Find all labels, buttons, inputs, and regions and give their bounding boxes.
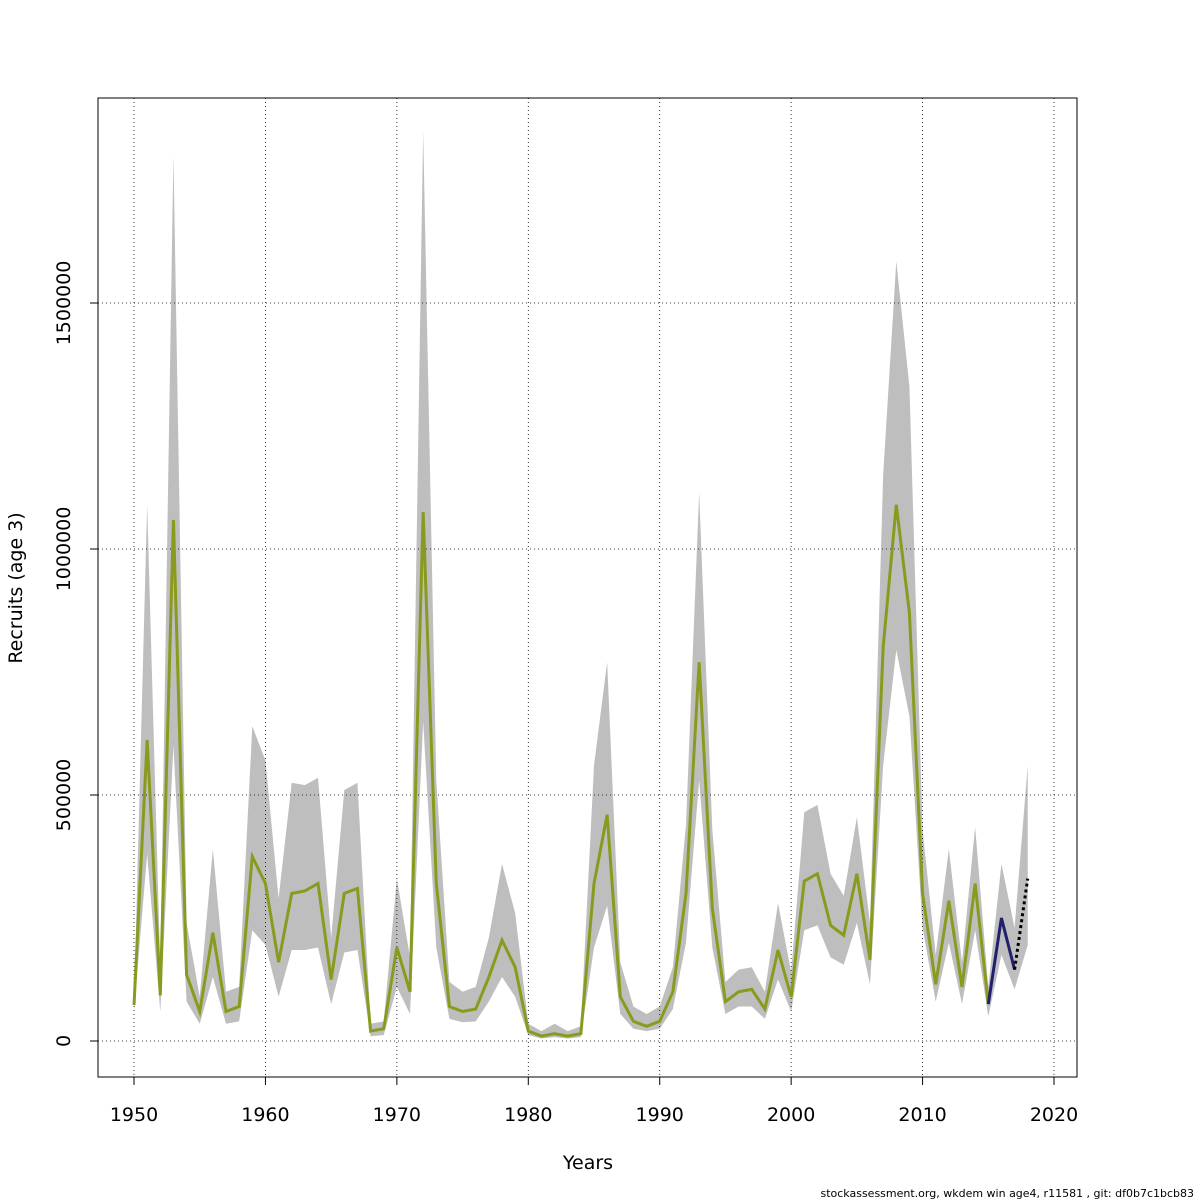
y-tick-label: 1000000 [53, 507, 75, 592]
x-tick-label: 1990 [636, 1104, 684, 1126]
series-line [986, 917, 1017, 1005]
footer: stockassessment.org, wkdem win age4, r11… [820, 1187, 1194, 1200]
x-tick-label: 2020 [1030, 1104, 1078, 1126]
y-tick-label: 1500000 [53, 261, 75, 346]
y-tick-label: 500000 [53, 759, 75, 832]
y-axis-label: Recruits (age 3) [5, 512, 27, 663]
x-axis-label: Years [562, 1152, 613, 1174]
x-tick-label: 1950 [110, 1104, 158, 1126]
confidence-band [134, 130, 1028, 1039]
x-tick-label: 1980 [504, 1104, 552, 1126]
x-tick-label: 2000 [767, 1104, 815, 1126]
x-tick-label: 2010 [898, 1104, 946, 1126]
series-line [132, 504, 990, 1038]
y-tick-label: 0 [53, 1035, 75, 1047]
x-tick-label: 1970 [373, 1104, 421, 1126]
x-tick-label: 1960 [241, 1104, 289, 1126]
